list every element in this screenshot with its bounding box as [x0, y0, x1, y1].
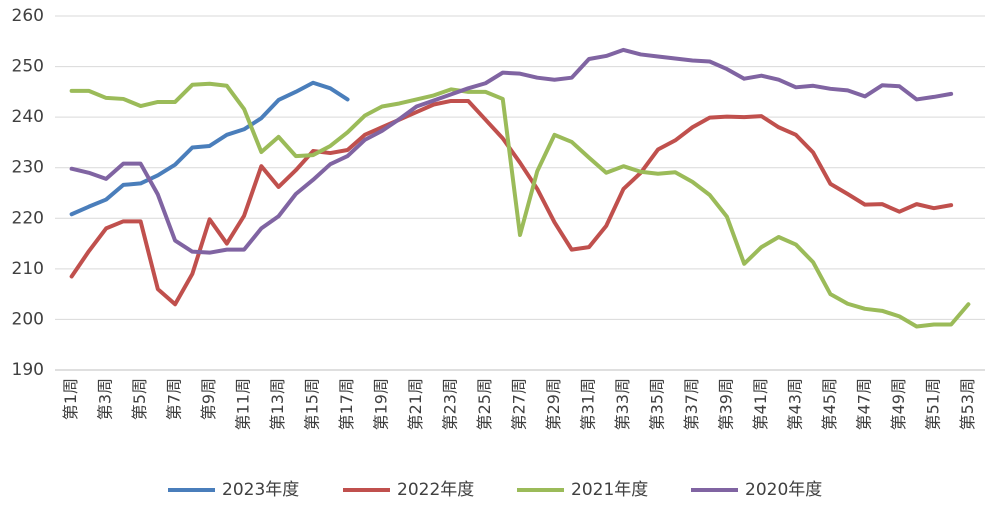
x-tick-label: 第11周: [234, 378, 253, 430]
y-tick-label: 200: [12, 309, 44, 329]
x-tick-label: 第7周: [165, 378, 184, 420]
legend-label: 2023年度: [222, 480, 299, 500]
series-line: [69, 80, 350, 217]
x-tick-label: 第39周: [716, 378, 735, 430]
x-tick-label: 第13周: [268, 378, 287, 430]
x-tick-label: 第31周: [578, 378, 597, 430]
x-tick-label: 第29周: [544, 378, 563, 430]
series-line: [69, 98, 954, 307]
series-line: [69, 81, 971, 329]
x-tick-label: 第33周: [613, 378, 632, 430]
x-tick-label: 第1周: [61, 378, 80, 420]
y-tick-label: 190: [12, 360, 44, 380]
x-tick-label: 第23周: [441, 378, 460, 430]
x-tick-label: 第41周: [751, 378, 770, 430]
x-tick-label: 第25周: [475, 378, 494, 430]
x-tick-label: 第53周: [958, 378, 977, 430]
x-tick-label: 第3周: [96, 378, 115, 420]
x-tick-label: 第5周: [130, 378, 149, 420]
x-tick-label: 第45周: [820, 378, 839, 430]
x-tick-label: 第37周: [682, 378, 701, 430]
x-tick-label: 第47周: [854, 378, 873, 430]
legend-label: 2022年度: [397, 480, 474, 500]
x-tick-label: 第43周: [785, 378, 804, 430]
y-tick-label: 230: [12, 158, 44, 178]
y-tick-label: 250: [12, 57, 44, 77]
x-tick-label: 第9周: [199, 378, 218, 420]
legend-label: 2020年度: [745, 480, 822, 500]
series-line: [69, 47, 954, 255]
x-tick-label: 第19周: [372, 378, 391, 430]
y-tick-label: 260: [12, 6, 44, 26]
x-tick-label: 第21周: [406, 378, 425, 430]
x-tick-label: 第15周: [303, 378, 322, 430]
y-tick-label: 210: [12, 259, 44, 279]
y-tick-label: 220: [12, 208, 44, 228]
x-tick-label: 第49周: [889, 378, 908, 430]
x-tick-label: 第51周: [923, 378, 942, 430]
legend-label: 2021年度: [571, 480, 648, 500]
x-tick-label: 第35周: [647, 378, 666, 430]
x-tick-label: 第27周: [510, 378, 529, 430]
x-tick-label: 第17周: [337, 378, 356, 430]
y-tick-label: 240: [12, 107, 44, 127]
